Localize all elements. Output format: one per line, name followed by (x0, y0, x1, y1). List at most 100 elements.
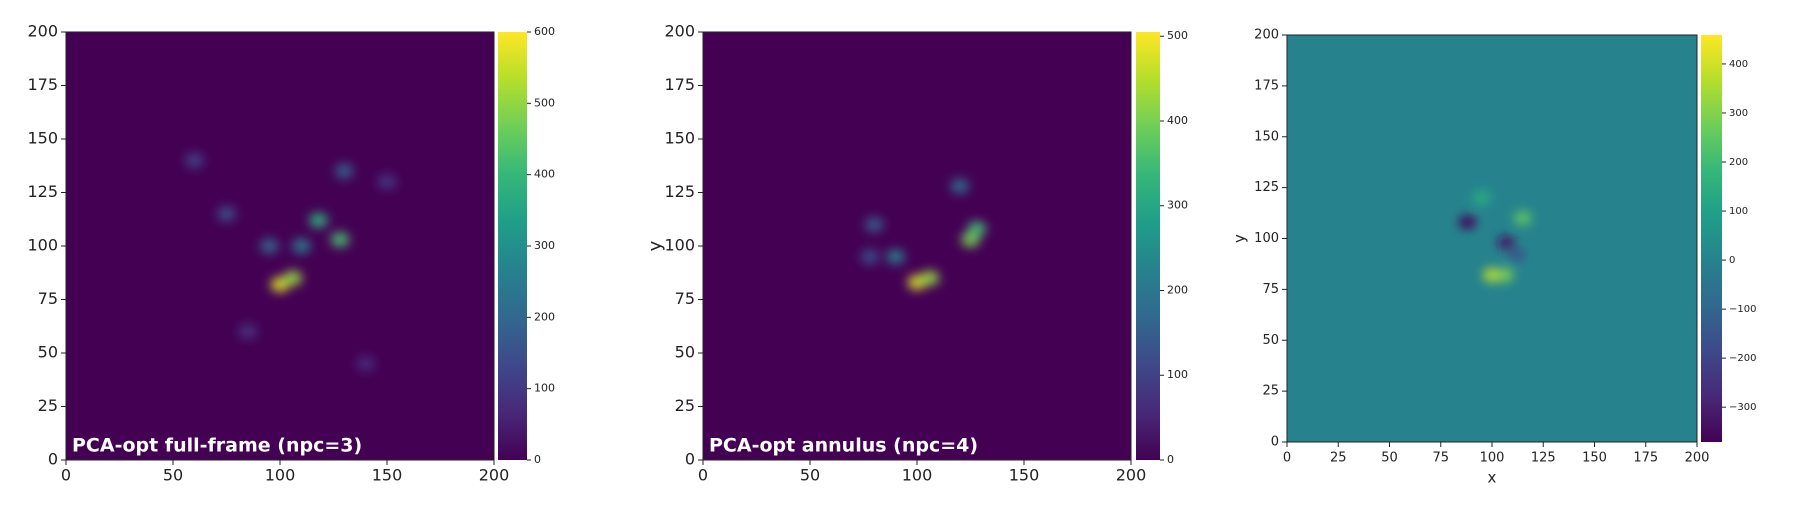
x-tick-label: 0 (698, 466, 708, 485)
intensity-blob (217, 206, 236, 222)
y-tick-label: 75 (1262, 282, 1279, 297)
y-tick-label: 0 (685, 450, 695, 469)
intensity-blob (238, 323, 258, 340)
y-tick-label: 25 (1262, 384, 1279, 399)
colorbar-tick-label: 500 (1167, 29, 1188, 42)
intensity-blob (860, 248, 880, 265)
colorbar (498, 32, 527, 460)
intensity-blob (1472, 190, 1491, 206)
x-tick-label: 75 (1432, 451, 1449, 466)
colorbar-tick-label: −100 (1729, 304, 1756, 315)
x-tick-label: 50 (163, 466, 183, 485)
colorbar-tick-label: 500 (534, 96, 555, 109)
x-tick-label: 200 (479, 466, 510, 485)
x-tick-label: 0 (1283, 451, 1291, 466)
colorbar-tick-label: 100 (1729, 206, 1748, 217)
intensity-blob (950, 178, 970, 194)
intensity-blob (1507, 247, 1526, 263)
x-tick-label: 25 (1330, 451, 1347, 466)
intensity-blob (967, 221, 987, 237)
x-tick-label: 100 (902, 466, 933, 485)
y-tick-label: 75 (675, 289, 695, 308)
x-tick-label: 0 (61, 466, 71, 485)
y-tick-label: 200 (27, 22, 58, 41)
y-tick-label: 50 (38, 343, 58, 362)
x-axis-label: x (1488, 469, 1497, 487)
colorbar-tick-label: −300 (1729, 402, 1756, 413)
intensity-blob (920, 270, 940, 286)
intensity-blob (864, 216, 884, 233)
intensity-blob (1497, 235, 1516, 250)
y-tick-label: 0 (1271, 435, 1279, 450)
x-tick-label: 50 (800, 466, 820, 485)
x-tick-label: 150 (1009, 466, 1040, 485)
intensity-blob (356, 355, 376, 372)
colorbar-tick-label: −200 (1729, 353, 1756, 364)
intensity-blob (283, 270, 303, 286)
colorbar (1701, 35, 1722, 442)
image-background (1287, 35, 1697, 442)
colorbar-tick-label: 400 (1167, 114, 1188, 127)
image-background (66, 32, 494, 460)
image-background (703, 32, 1131, 460)
colorbar (1136, 32, 1160, 460)
y-tick-label: 50 (675, 343, 695, 362)
y-tick-label: 200 (1254, 28, 1279, 43)
intensity-blob (377, 174, 397, 190)
panel: 0 50 100 150 200 0 25 50 75 100 125 150 175 200 y PCA-o… (645, 22, 1188, 485)
intensity-blob (309, 212, 328, 229)
intensity-blob (184, 152, 204, 169)
y-tick-label: 100 (664, 236, 695, 255)
x-tick-label: 125 (1531, 451, 1556, 466)
x-tick-label: 50 (1381, 451, 1398, 466)
x-tick-label: 175 (1633, 451, 1658, 466)
colorbar-tick-label: 0 (1729, 255, 1735, 266)
colorbar-tick-label: 300 (1167, 199, 1188, 212)
y-tick-label: 150 (27, 129, 58, 148)
y-tick-label: 125 (1254, 180, 1279, 195)
y-tick-label: 50 (1262, 333, 1279, 348)
colorbar-tick-label: 600 (534, 25, 555, 38)
y-tick-label: 100 (1254, 231, 1279, 246)
y-tick-label: 150 (664, 129, 695, 148)
colorbar-tick-label: 400 (1729, 59, 1748, 70)
intensity-blob (330, 231, 350, 248)
y-tick-label: 150 (1254, 129, 1279, 144)
intensity-blob (334, 163, 354, 179)
y-tick-label: 175 (27, 75, 58, 94)
intensity-blob (886, 248, 906, 265)
panel-annotation: PCA-opt annulus (npc=4) (709, 435, 978, 457)
intensity-blob (1458, 214, 1477, 230)
x-tick-label: 200 (1685, 451, 1710, 466)
image (860, 178, 987, 291)
colorbar-tick-label: 100 (534, 382, 555, 395)
y-tick-label: 175 (1254, 78, 1279, 93)
x-tick-label: 150 (1582, 451, 1607, 466)
y-tick-label: 25 (38, 396, 58, 415)
image (184, 152, 397, 372)
colorbar-tick-label: 0 (534, 453, 541, 466)
intensity-blob (1513, 210, 1532, 226)
y-tick-label: 100 (27, 236, 58, 255)
panel: 0 50 100 150 200 0 25 50 75 100 125 150 175 200 PCA-op… (27, 22, 555, 485)
y-axis-label: y (645, 240, 666, 251)
x-tick-label: 200 (1116, 466, 1147, 485)
colorbar-tick-label: 200 (1167, 283, 1188, 296)
colorbar-tick-label: 300 (1729, 108, 1748, 119)
panel-annotation: PCA-opt full-frame (npc=3) (72, 435, 362, 457)
colorbar-tick-label: 0 (1167, 453, 1174, 466)
intensity-blob (259, 238, 279, 254)
intensity-blob (1495, 267, 1514, 283)
image (1458, 190, 1532, 283)
y-tick-label: 25 (675, 396, 695, 415)
colorbar-tick-label: 300 (534, 239, 555, 252)
y-tick-label: 75 (38, 289, 58, 308)
y-tick-label: 200 (664, 22, 695, 41)
colorbar-tick-label: 100 (1167, 368, 1188, 381)
x-tick-label: 100 (265, 466, 296, 485)
colorbar-tick-label: 400 (534, 168, 555, 181)
y-tick-label: 175 (664, 75, 695, 94)
colorbar-tick-label: 200 (534, 310, 555, 323)
x-tick-label: 150 (372, 466, 403, 485)
